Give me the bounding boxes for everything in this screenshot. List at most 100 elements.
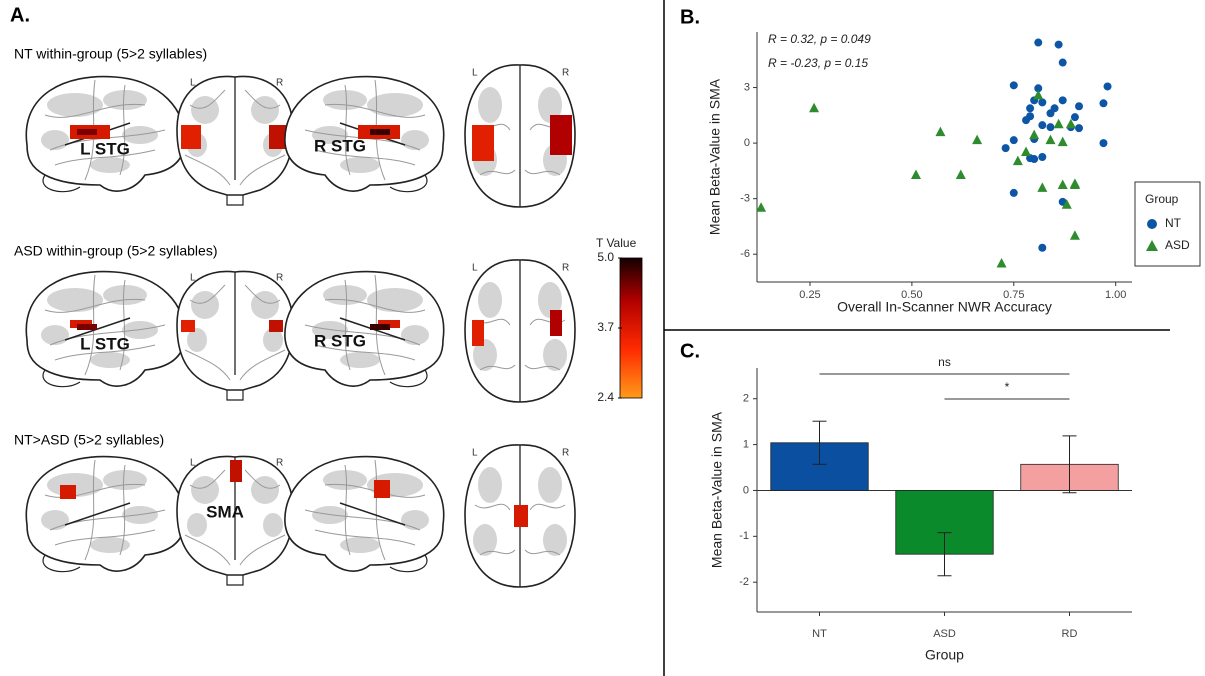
cerebellum [42,369,81,388]
point [1045,134,1056,145]
activation [550,115,572,155]
gray-patch [90,352,130,368]
point [1046,109,1055,118]
sulcus [344,279,351,371]
orientation: L [190,78,196,89]
scatter-chart: -6 -3 0 3 0.25 0.50 0.75 1.00 Overall In-Scanner… [707,32,1201,315]
gray-patch [401,325,429,345]
activation [60,485,76,499]
gray-patch [323,90,367,110]
x-axis-label: Overall In-Scanner NWR Accuracy [837,299,1052,315]
gray-patch [103,90,147,110]
gray-patch [90,537,130,553]
gray-patch [340,157,380,173]
gray-patch [187,328,207,352]
point [1054,40,1063,49]
point [1038,243,1047,252]
sulcus [314,529,416,546]
orientation: L [190,273,196,284]
gray-patch [323,285,367,305]
sulcus [244,284,281,304]
point [809,102,820,113]
activation [77,129,97,135]
gray-patch [263,513,283,537]
cerebellum [389,554,428,573]
y-tick-label: 0 [744,137,750,149]
sulcus [244,89,281,109]
point [1034,84,1043,93]
activation [370,324,390,330]
sulcus [239,154,286,186]
region-label: SMA [206,502,244,521]
sulcus [119,279,126,371]
gray-patch [122,321,158,339]
brain-sagittal [284,455,445,573]
brain-axial [464,259,576,403]
panel-label: B. [680,6,700,28]
gray-patch [473,524,497,556]
legend-label: ASD [1165,238,1190,252]
significance-label: * [1005,380,1010,394]
point [1038,121,1047,130]
y-tick-label: -1 [739,530,749,542]
stat-annotation: R = 0.32, p = 0.049 [768,32,871,46]
brainstem [226,195,244,206]
colorbar-label: 5.0 [597,250,614,264]
point [1075,124,1084,133]
x-tick-label: 0.25 [799,289,820,301]
x-tick-label: 0.75 [1003,289,1024,301]
sulcus [54,529,156,546]
brain-axial [464,444,576,588]
gray-patch [47,288,103,312]
cerebellum [42,554,81,573]
brain-coronal [176,455,294,586]
y-tick-label: -6 [740,248,750,260]
gray-patch [367,288,423,312]
sulcus [44,298,146,313]
brain-sagittal [25,75,186,193]
gray-patch [340,352,380,368]
brainstem [226,575,244,586]
gray-patch [401,510,429,530]
brain-coronal [176,75,294,206]
activation [370,129,390,135]
sulcus [344,464,351,556]
gray-patch [122,126,158,144]
orientation: L [472,68,478,79]
sulcus [524,169,561,176]
sulcus [44,483,146,498]
orientation: L [472,448,478,459]
bar-chart: -2 -1 0 1 2 NT ASD RD ns * Group Mean Beta-Value in… [709,355,1132,663]
point [955,169,966,179]
y-tick-label: 0 [743,484,749,496]
gray-patch [312,506,348,524]
sulcus [529,503,566,511]
colorbar-title: T Value [596,236,637,250]
gray-patch [543,524,567,556]
significance-label: ns [938,355,951,369]
y-tick-label: 3 [744,81,750,93]
point [1026,104,1035,113]
activation [472,320,484,346]
point [1075,102,1084,111]
region-label: L STG [80,334,130,353]
sulcus [184,154,231,186]
legend-box [1134,181,1201,267]
sylvian [339,502,406,526]
gray-patch [478,282,502,318]
x-tick-label: RD [1062,628,1078,640]
gray-patch [367,93,423,117]
orientation: R [562,448,569,459]
x-tick-label: NT [812,628,827,640]
point [1030,155,1039,164]
activation [77,324,97,330]
point [1022,116,1031,125]
sulcus [119,464,126,556]
panel-label: A. [10,4,30,26]
point [1012,155,1023,166]
gray-patch [473,339,497,371]
brain-sagittal [284,75,445,193]
gray-patch [41,510,69,530]
point [1009,136,1018,145]
y-tick-label: 2 [743,393,749,405]
